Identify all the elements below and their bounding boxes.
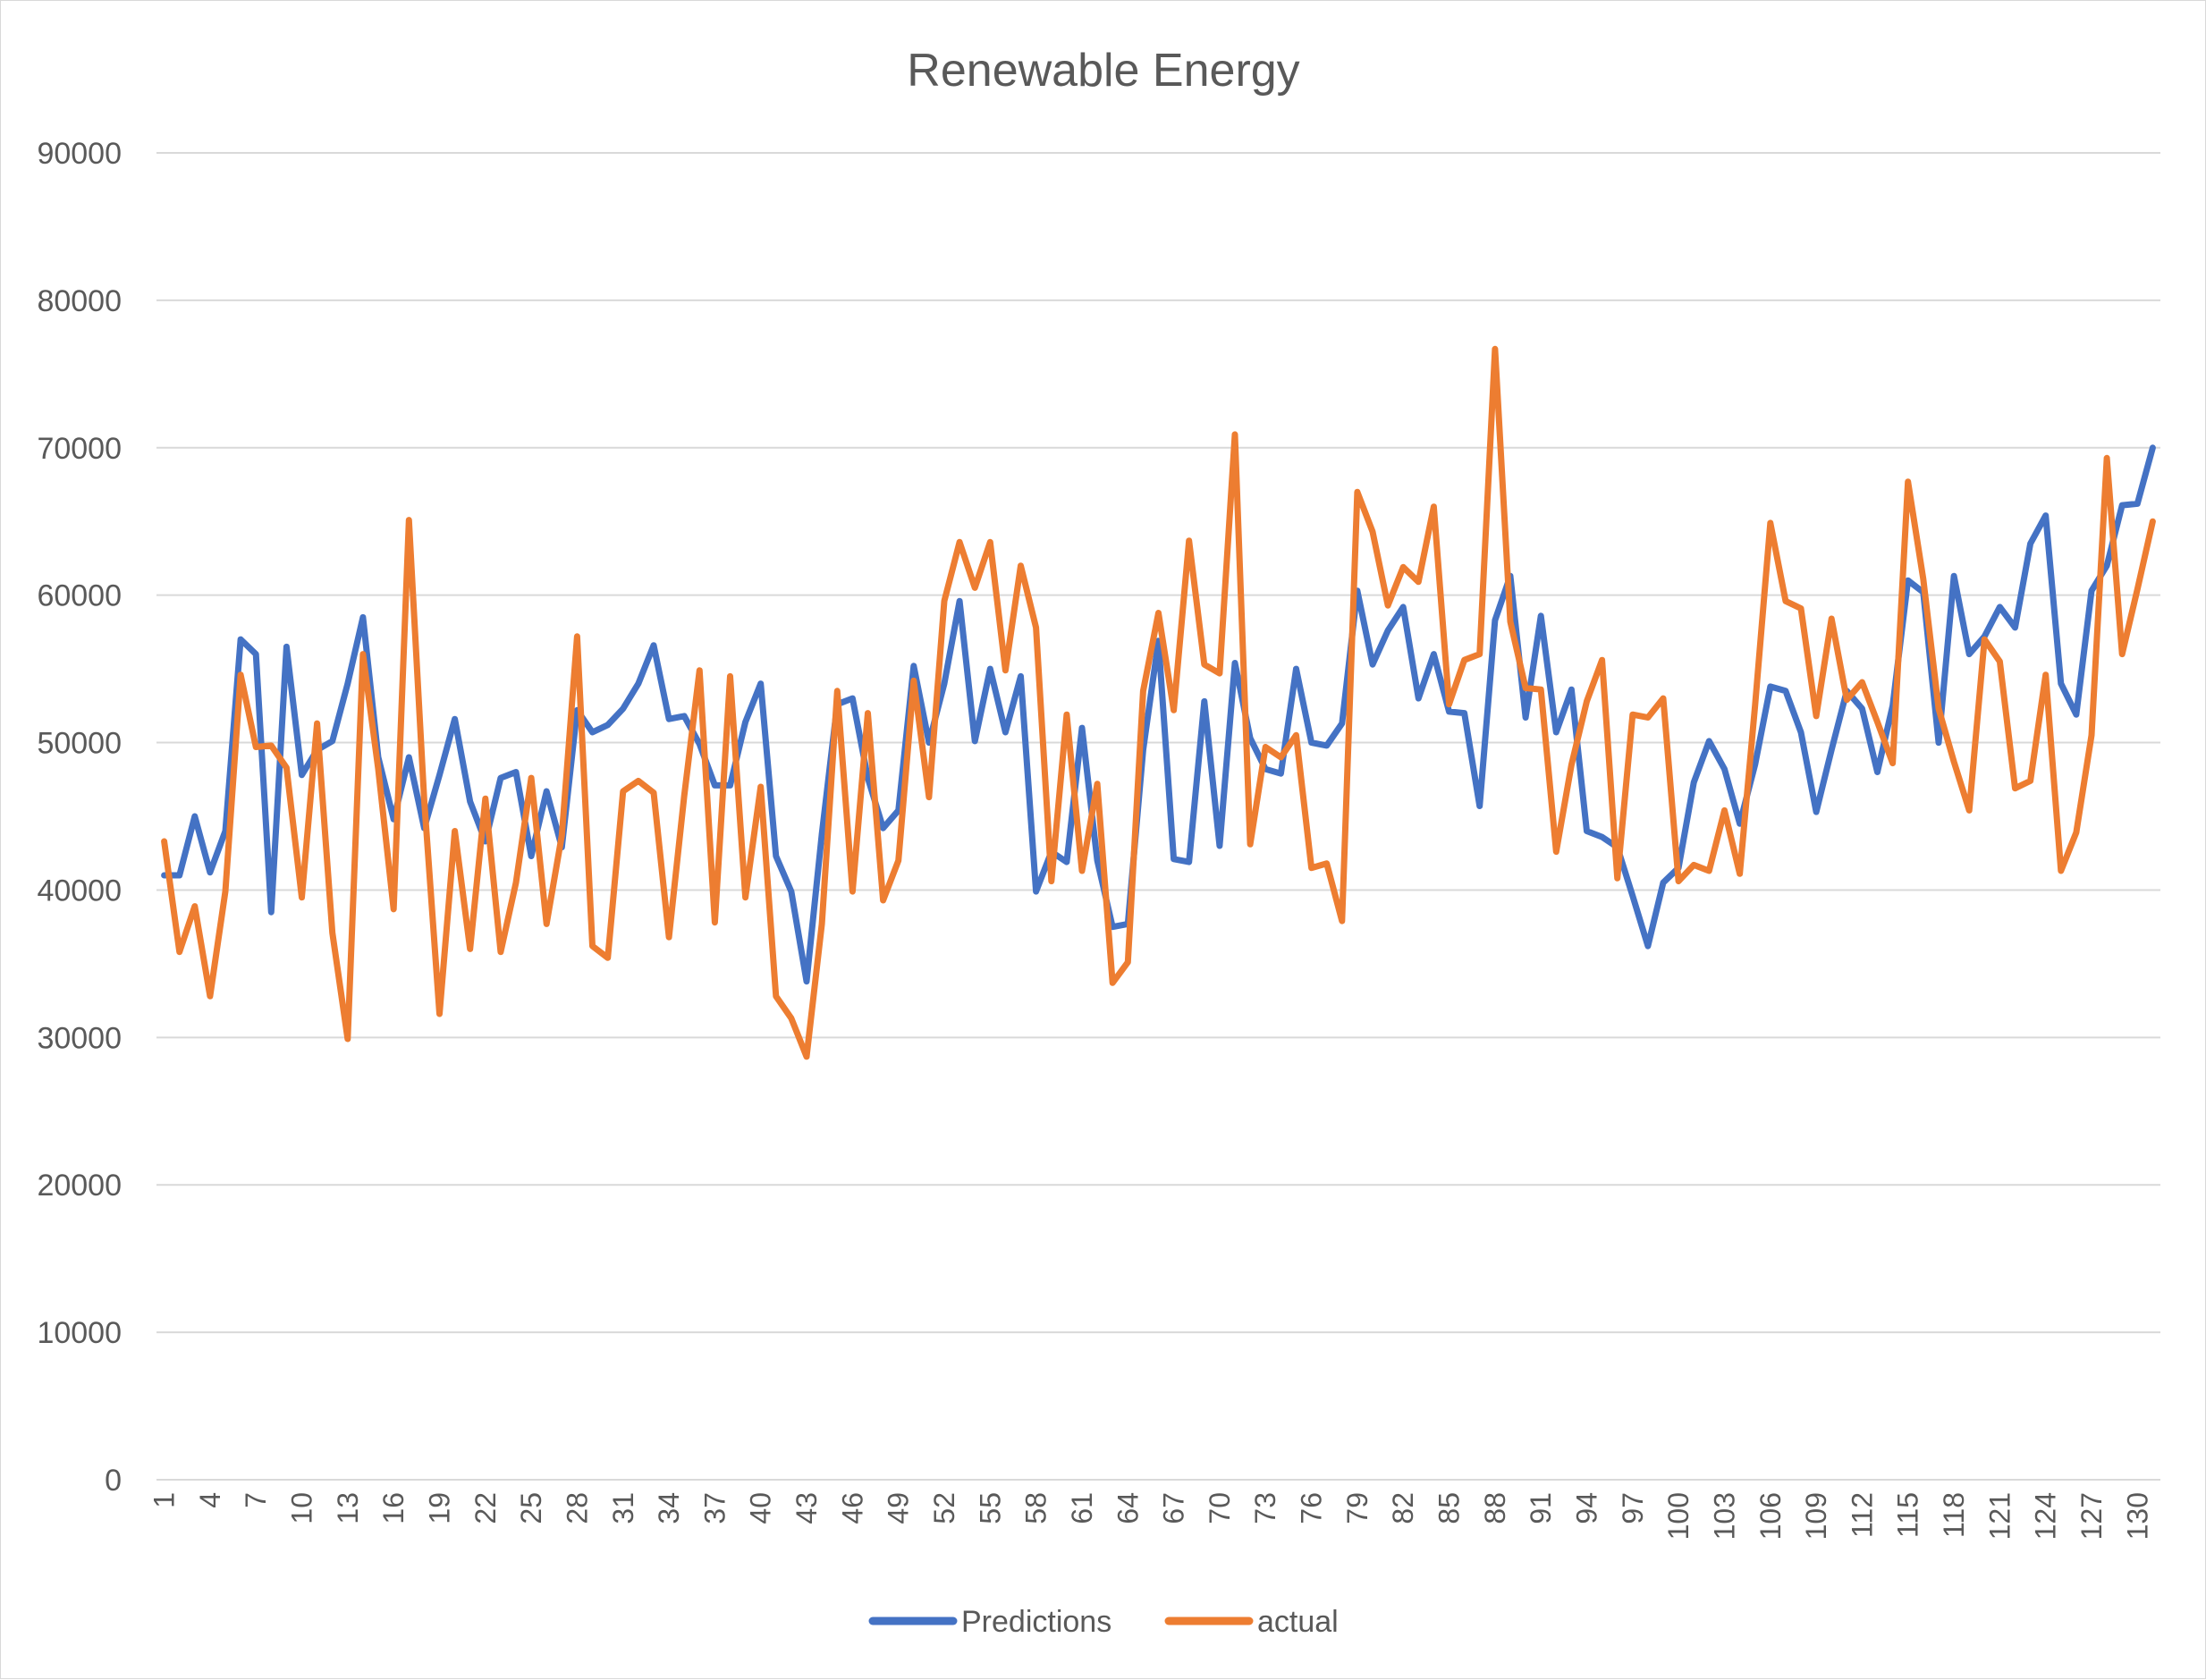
x-tick-label: 103 bbox=[1708, 1492, 1740, 1540]
legend-label-actual: actual bbox=[1257, 1605, 1339, 1639]
x-tick-label: 25 bbox=[515, 1492, 547, 1524]
x-tick-label: 10 bbox=[286, 1492, 318, 1524]
x-tick-label: 28 bbox=[561, 1492, 593, 1524]
y-tick-label: 20000 bbox=[37, 1169, 122, 1203]
x-tick-label: 58 bbox=[1020, 1492, 1052, 1524]
x-tick-label: 112 bbox=[1846, 1492, 1878, 1538]
x-tick-label: 79 bbox=[1341, 1492, 1373, 1524]
legend: Predictions actual bbox=[868, 1605, 1339, 1639]
gridlines bbox=[156, 152, 2160, 1334]
x-tick-label: 100 bbox=[1662, 1492, 1695, 1540]
series-line-predictions bbox=[161, 444, 2156, 985]
x-tick-label: 118 bbox=[1938, 1492, 1970, 1538]
x-tick-label: 130 bbox=[2121, 1492, 2153, 1540]
x-tick-label: 52 bbox=[928, 1492, 960, 1524]
x-tick-label: 91 bbox=[1525, 1492, 1557, 1524]
y-tick-label: 10000 bbox=[37, 1316, 122, 1350]
x-tick-label: 16 bbox=[377, 1492, 410, 1524]
x-tick-label: 7 bbox=[240, 1492, 272, 1508]
y-tick-label: 0 bbox=[105, 1464, 122, 1498]
x-tick-label: 55 bbox=[974, 1492, 1006, 1524]
x-tick-label: 97 bbox=[1617, 1492, 1649, 1524]
x-tick-label: 1 bbox=[148, 1492, 181, 1508]
y-tick-label: 40000 bbox=[37, 874, 122, 908]
y-axis-tick-labels: 0 10000 20000 30000 40000 50000 60000 70000 8000… bbox=[37, 137, 122, 1498]
y-tick-label: 30000 bbox=[37, 1021, 122, 1055]
x-tick-label: 124 bbox=[2030, 1492, 2062, 1540]
x-tick-label: 34 bbox=[653, 1492, 685, 1524]
chart-title: Renewable Energy bbox=[907, 45, 1299, 97]
y-tick-label: 80000 bbox=[37, 284, 122, 318]
x-tick-label: 67 bbox=[1158, 1492, 1190, 1524]
x-tick-label: 85 bbox=[1433, 1492, 1466, 1524]
x-tick-label: 13 bbox=[332, 1492, 364, 1524]
x-tick-label: 106 bbox=[1754, 1492, 1787, 1540]
x-tick-label: 61 bbox=[1066, 1492, 1098, 1524]
series-line-actual bbox=[161, 345, 2156, 1060]
x-tick-label: 109 bbox=[1800, 1492, 1832, 1540]
x-tick-label: 115 bbox=[1892, 1492, 1924, 1538]
y-tick-label: 50000 bbox=[37, 727, 122, 761]
x-tick-label: 19 bbox=[423, 1492, 455, 1524]
x-tick-label: 43 bbox=[790, 1492, 823, 1524]
y-tick-label: 70000 bbox=[37, 432, 122, 466]
x-tick-label: 31 bbox=[607, 1492, 639, 1524]
y-tick-label: 60000 bbox=[37, 579, 122, 613]
x-tick-label: 22 bbox=[469, 1492, 502, 1524]
x-tick-label: 121 bbox=[1983, 1492, 2016, 1540]
x-tick-label: 4 bbox=[194, 1492, 226, 1508]
x-tick-label: 46 bbox=[836, 1492, 868, 1524]
x-tick-label: 73 bbox=[1249, 1492, 1281, 1524]
x-tick-label: 37 bbox=[698, 1492, 731, 1524]
x-axis-tick-labels: 1 4 7 10 13 16 19 22 25 28 31 34 37 40 43 46 49 52 55 58 61 6… bbox=[148, 1492, 2154, 1540]
legend-label-predictions: Predictions bbox=[961, 1605, 1111, 1639]
x-tick-label: 127 bbox=[2075, 1492, 2108, 1540]
x-tick-label: 70 bbox=[1204, 1492, 1236, 1524]
x-tick-label: 49 bbox=[883, 1492, 915, 1524]
x-tick-label: 88 bbox=[1479, 1492, 1511, 1524]
x-tick-label: 40 bbox=[745, 1492, 777, 1524]
x-tick-label: 94 bbox=[1570, 1492, 1602, 1524]
y-tick-label: 90000 bbox=[37, 137, 122, 171]
x-tick-label: 64 bbox=[1111, 1492, 1144, 1524]
x-tick-label: 76 bbox=[1296, 1492, 1328, 1524]
series-lines bbox=[161, 345, 2156, 1060]
x-tick-label: 82 bbox=[1387, 1492, 1419, 1524]
